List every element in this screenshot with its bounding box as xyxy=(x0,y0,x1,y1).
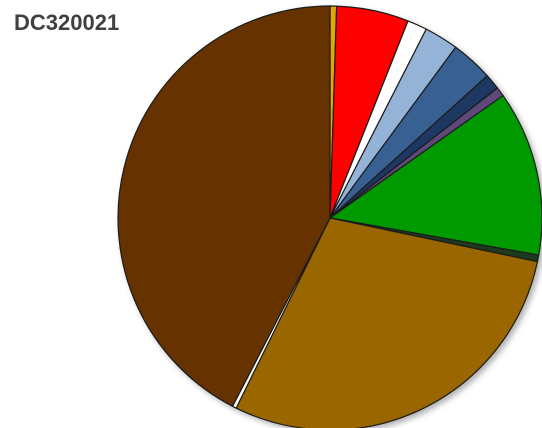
pie-slice xyxy=(117,5,331,407)
pie xyxy=(117,5,542,428)
pie-slice xyxy=(235,217,539,428)
pie-slice xyxy=(329,94,542,256)
chart-title: DC320021 xyxy=(14,10,119,35)
